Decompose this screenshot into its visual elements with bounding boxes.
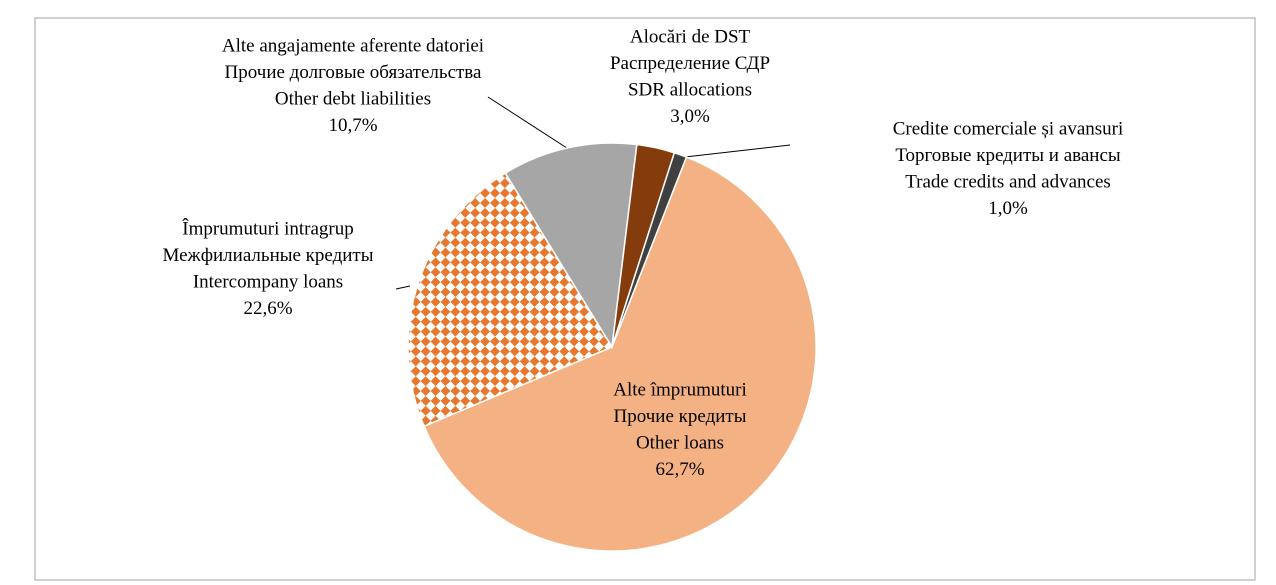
leader-line	[395, 285, 411, 290]
slice-label: Intercompany loans	[193, 271, 343, 292]
pie	[407, 142, 817, 552]
slice-label: Прочие долговые обязательства	[225, 62, 482, 83]
slice-label: Alte împrumuturi	[613, 379, 747, 400]
slice-label: Other debt liabilities	[275, 88, 431, 109]
slice-label: SDR allocations	[628, 79, 752, 100]
value-label: 62,7%	[655, 459, 704, 480]
slice-label: Trade credits and advances	[905, 171, 1111, 192]
slice-label: Alocări de DST	[630, 26, 751, 47]
leader-lines	[395, 96, 791, 290]
slice-label: Распределение СДР	[610, 53, 770, 74]
leader-line	[684, 144, 791, 158]
slice-label: Împrumuturi intragrup	[182, 217, 354, 239]
value-label: 10,7%	[328, 115, 377, 136]
slice-label: Прочие кредиты	[614, 406, 747, 427]
value-label: 3,0%	[670, 106, 710, 127]
pie-slice	[407, 172, 614, 428]
pie-slice	[504, 142, 638, 350]
slice-label: Торговые кредиты и авансы	[895, 145, 1121, 166]
slice-label: Credite comerciale și avansuri	[893, 118, 1124, 139]
value-label: 1,0%	[988, 198, 1028, 219]
slice-label: Alte angajamente aferente datoriei	[222, 35, 484, 56]
pie-slice	[423, 156, 817, 552]
slice-label: Межфилиальные кредиты	[162, 245, 373, 266]
pie-slice	[611, 151, 688, 348]
slice-label: Other loans	[636, 432, 724, 453]
value-label: 22,6%	[243, 298, 292, 319]
leader-line	[487, 96, 571, 151]
